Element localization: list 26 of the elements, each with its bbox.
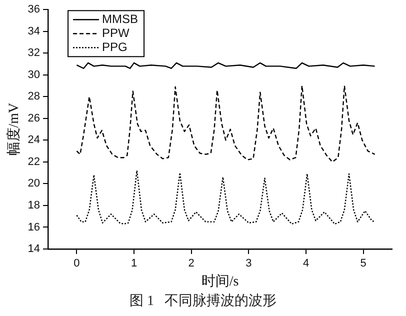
- legend-label: PPG: [102, 40, 128, 54]
- x-tick-label: 4: [302, 258, 310, 270]
- y-tick-label: 34: [28, 25, 40, 38]
- y-tick-label: 32: [28, 47, 40, 60]
- y-tick-label: 16: [28, 221, 40, 234]
- x-tick-label: 1: [130, 258, 138, 270]
- x-tick-label: 2: [188, 258, 194, 270]
- y-tick-label: 28: [28, 90, 40, 103]
- line-series: [76, 85, 376, 163]
- y-tick-label: 36: [28, 4, 40, 16]
- y-tick-label: 22: [28, 156, 40, 168]
- legend-label: MMSB: [102, 12, 138, 26]
- x-tick-label: 3: [246, 258, 252, 270]
- y-tick-label: 30: [28, 68, 40, 81]
- y-tick-label: 24: [28, 134, 40, 146]
- y-axis-title: 幅度/mV: [6, 102, 22, 156]
- y-tick-label: 14: [28, 243, 40, 256]
- x-axis-title: 时间/s: [201, 273, 239, 290]
- x-tick-label: 5: [360, 258, 366, 270]
- y-tick-label: 18: [28, 200, 40, 212]
- caption: 图 1 不同脉搏波的波形: [128, 292, 278, 310]
- y-tick-label: 20: [28, 178, 40, 190]
- legend-label: PPW: [102, 26, 130, 40]
- y-tick-label: 26: [28, 112, 40, 124]
- line-series: [76, 170, 376, 225]
- x-tick-label: 0: [74, 258, 80, 270]
